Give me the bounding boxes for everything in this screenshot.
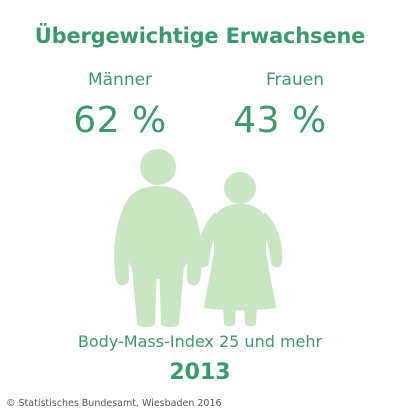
figures-illustration: [114, 149, 283, 327]
overweight-man-icon: [114, 149, 202, 327]
year-label: 2013: [169, 360, 231, 385]
men-percentage: 62 %: [73, 100, 167, 141]
overweight-woman-icon: [197, 172, 283, 327]
bmi-caption: Body-Mass-Index 25 und mehr: [77, 332, 323, 351]
page-title: Übergewichtige Erwachsene: [34, 24, 366, 48]
women-label: Frauen: [266, 70, 324, 90]
source-credit: © Statistisches Bundesamt, Wiesbaden 201…: [6, 398, 222, 409]
women-percentage: 43 %: [233, 100, 327, 141]
men-label: Männer: [87, 70, 153, 90]
